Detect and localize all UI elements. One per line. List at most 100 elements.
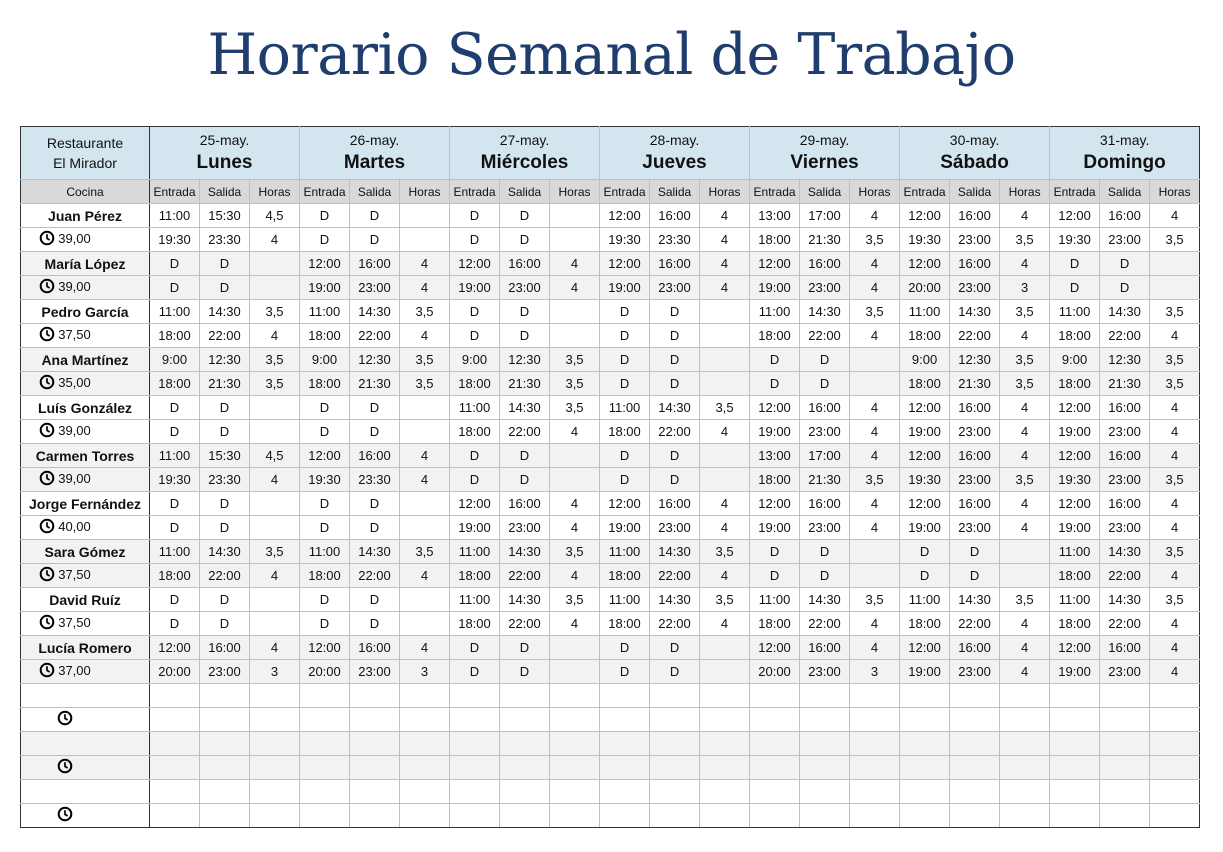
hours bbox=[699, 443, 751, 468]
column-header: Horas bbox=[1149, 179, 1201, 204]
hours bbox=[399, 611, 450, 636]
entry-time: 12:00 bbox=[599, 491, 651, 516]
exit-time: D bbox=[349, 227, 400, 252]
hours: 4 bbox=[699, 515, 751, 540]
entry-time: 19:00 bbox=[1049, 515, 1101, 540]
day-header: 29-may. Viernes bbox=[749, 126, 901, 180]
hours: 3,5 bbox=[548, 395, 601, 420]
entry-time: 12:00 bbox=[899, 635, 951, 660]
hours: 4 bbox=[1149, 203, 1201, 228]
entry-time: 18:00 bbox=[299, 563, 350, 588]
exit-time bbox=[349, 779, 400, 804]
hours: 3,5 bbox=[1149, 467, 1201, 492]
exit-time: D bbox=[199, 419, 250, 444]
hours bbox=[849, 539, 901, 564]
entry-time: D bbox=[149, 251, 200, 276]
hours: 3 bbox=[399, 659, 450, 684]
entry-time: 18:00 bbox=[299, 371, 350, 396]
entry-time: 11:00 bbox=[299, 539, 350, 564]
hours bbox=[1149, 251, 1201, 276]
entry-time bbox=[149, 731, 200, 756]
hours: 3 bbox=[849, 659, 901, 684]
hours bbox=[548, 803, 601, 828]
entry-time: D bbox=[599, 659, 651, 684]
entry-time: 18:00 bbox=[449, 611, 500, 636]
entry-time bbox=[599, 803, 651, 828]
entry-time: 18:00 bbox=[599, 419, 651, 444]
exit-time bbox=[1099, 755, 1151, 780]
exit-time: D bbox=[199, 275, 250, 300]
hours: 3,5 bbox=[849, 467, 901, 492]
hours: 3,5 bbox=[1149, 587, 1201, 612]
exit-time: 16:00 bbox=[949, 203, 1001, 228]
entry-time: 18:00 bbox=[1049, 371, 1101, 396]
exit-time bbox=[499, 707, 550, 732]
hours bbox=[999, 779, 1051, 804]
employee-name-cell bbox=[20, 779, 150, 804]
hours: 4 bbox=[849, 443, 901, 468]
exit-time: D bbox=[499, 299, 550, 324]
exit-time bbox=[349, 755, 400, 780]
exit-time: 14:30 bbox=[199, 539, 250, 564]
hours: 4 bbox=[1149, 611, 1201, 636]
entry-time: 11:00 bbox=[899, 587, 951, 612]
entry-time: 12:00 bbox=[299, 443, 350, 468]
employee-name-cell: María López bbox=[20, 251, 150, 276]
hours bbox=[1149, 707, 1201, 732]
exit-time: 16:00 bbox=[949, 635, 1001, 660]
hours: 4 bbox=[399, 635, 450, 660]
exit-time: D bbox=[949, 563, 1001, 588]
entry-time bbox=[899, 755, 951, 780]
exit-time: 14:30 bbox=[1099, 299, 1151, 324]
entry-time bbox=[749, 683, 801, 708]
hours: 4 bbox=[849, 491, 901, 516]
column-header: Entrada bbox=[149, 179, 200, 204]
exit-time: 16:00 bbox=[649, 203, 701, 228]
entry-time: 12:00 bbox=[899, 443, 951, 468]
entry-time: 11:00 bbox=[1049, 539, 1101, 564]
exit-time: D bbox=[349, 587, 400, 612]
exit-time: 14:30 bbox=[1099, 539, 1151, 564]
exit-time: 23:00 bbox=[949, 659, 1001, 684]
hours bbox=[699, 803, 751, 828]
column-header: Entrada bbox=[299, 179, 350, 204]
column-header: Entrada bbox=[749, 179, 801, 204]
hours: 3 bbox=[249, 659, 300, 684]
hours bbox=[249, 755, 300, 780]
hours bbox=[699, 371, 751, 396]
hours bbox=[999, 731, 1051, 756]
shift-row: 37,50 18:00 22:00 4 18:00 22:00 4 D D D D 18:00 22:0… bbox=[20, 323, 1201, 348]
hours: 3,5 bbox=[399, 347, 450, 372]
entry-time bbox=[749, 755, 801, 780]
exit-time: D bbox=[499, 467, 550, 492]
hours bbox=[399, 755, 450, 780]
entry-time: 18:00 bbox=[899, 611, 951, 636]
entry-time: D bbox=[449, 659, 500, 684]
exit-time: 12:30 bbox=[499, 347, 550, 372]
weekly-hours: 37,50 bbox=[58, 614, 91, 630]
hours: 4 bbox=[999, 251, 1051, 276]
entry-time: 19:00 bbox=[1049, 419, 1101, 444]
exit-time: 23:00 bbox=[799, 275, 851, 300]
hours bbox=[399, 683, 450, 708]
column-header: Horas bbox=[399, 179, 450, 204]
department: Cocina bbox=[20, 179, 150, 204]
hours: 4 bbox=[999, 443, 1051, 468]
hours: 3,5 bbox=[548, 587, 601, 612]
exit-time: 17:00 bbox=[799, 203, 851, 228]
hours: 4 bbox=[399, 563, 450, 588]
exit-time: 14:30 bbox=[499, 587, 550, 612]
entry-time: 19:00 bbox=[599, 275, 651, 300]
exit-time: 23:00 bbox=[1099, 515, 1151, 540]
exit-time bbox=[1099, 707, 1151, 732]
hours bbox=[999, 683, 1051, 708]
hours bbox=[548, 707, 601, 732]
entry-time bbox=[299, 683, 350, 708]
exit-time bbox=[199, 731, 250, 756]
exit-time bbox=[199, 755, 250, 780]
entry-time: 12:00 bbox=[899, 203, 951, 228]
exit-time bbox=[949, 803, 1001, 828]
exit-time: D bbox=[499, 659, 550, 684]
employee-rate-cell: 37,50 bbox=[20, 323, 150, 348]
entry-time: 18:00 bbox=[449, 419, 500, 444]
